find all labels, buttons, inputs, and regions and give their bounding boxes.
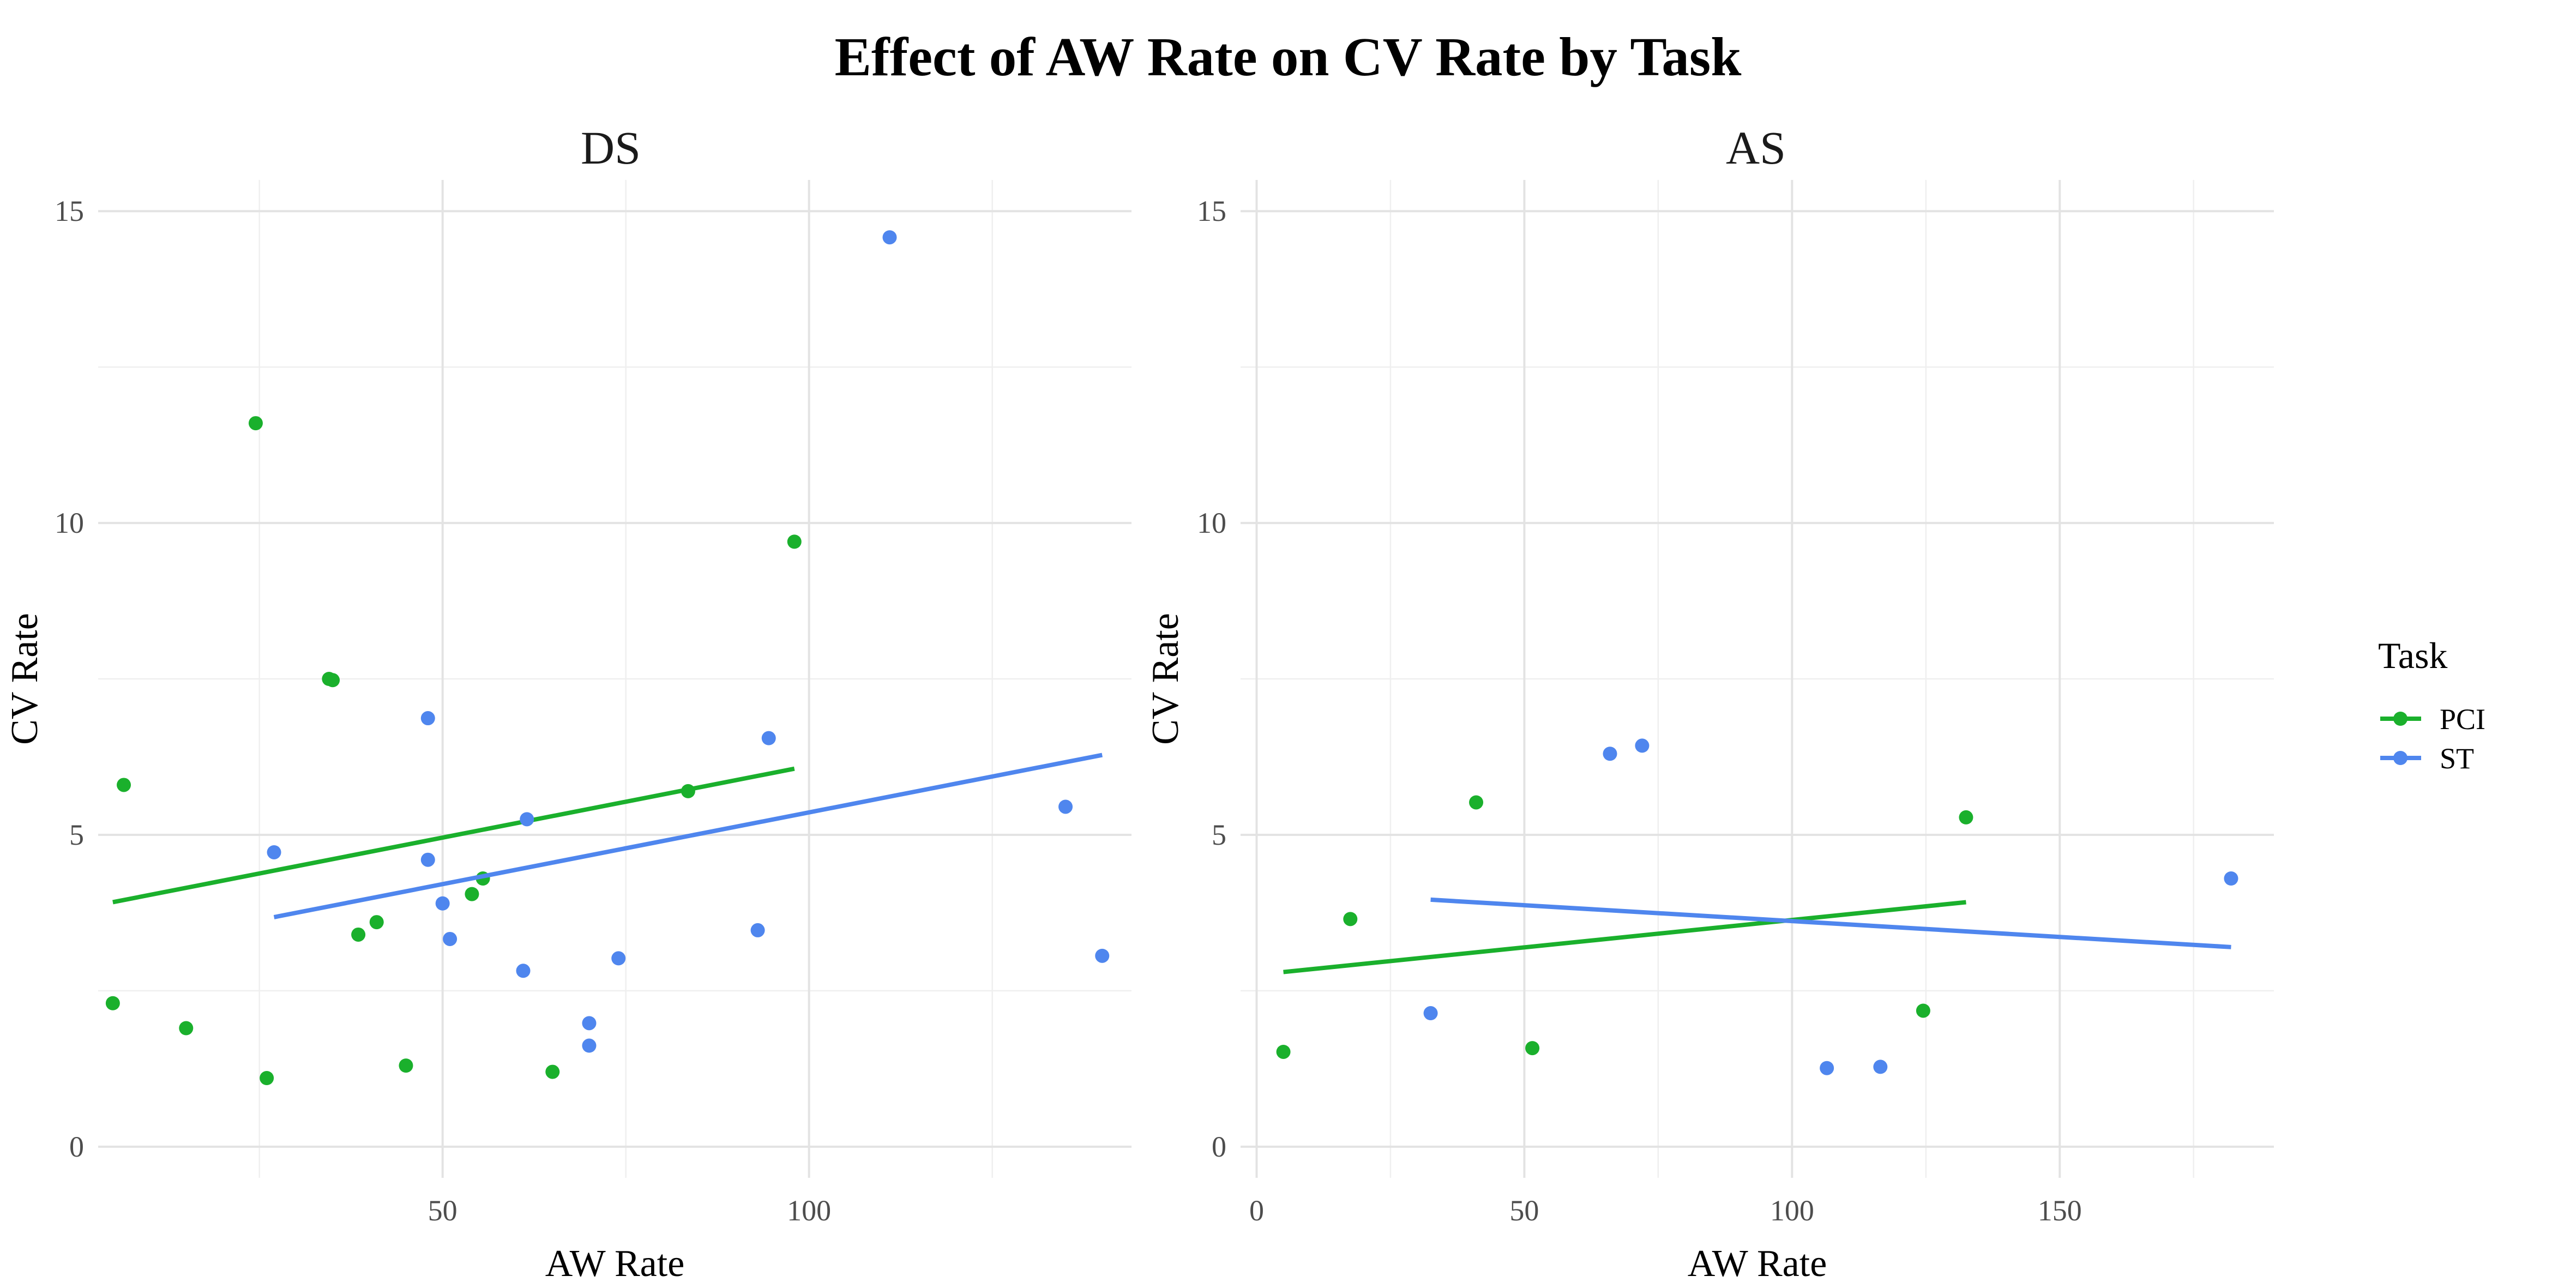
- panel-strip-label: DS: [581, 122, 641, 174]
- legend-label: PCI: [2440, 703, 2485, 736]
- data-point: [1423, 1006, 1438, 1021]
- x-tick-label: 50: [428, 1194, 458, 1227]
- data-point: [105, 996, 120, 1010]
- data-point: [369, 915, 384, 930]
- y-axis-title: CV Rate: [4, 613, 46, 745]
- data-point: [420, 711, 435, 726]
- chart-title: Effect of AW Rate on CV Rate by Task: [835, 26, 1742, 87]
- y-tick-label: 5: [69, 818, 84, 851]
- x-tick-label: 150: [2038, 1194, 2082, 1227]
- data-point: [545, 1064, 560, 1079]
- data-point: [435, 896, 450, 911]
- series-pci: [105, 416, 802, 1085]
- trend-line: [273, 753, 1103, 919]
- y-tick-label: 15: [1197, 195, 1226, 227]
- data-point: [1095, 948, 1110, 963]
- data-point: [351, 927, 366, 942]
- data-point: [1635, 738, 1650, 753]
- y-tick-label: 0: [1212, 1130, 1226, 1163]
- data-point: [1058, 799, 1073, 814]
- data-point: [2224, 871, 2238, 886]
- series-st: [1423, 738, 2238, 1075]
- data-point: [582, 1016, 597, 1031]
- series-pci: [1276, 795, 1973, 1059]
- y-tick-label: 15: [55, 195, 84, 227]
- panel-grid: [98, 180, 1131, 1178]
- data-point: [520, 812, 534, 827]
- y-tick-label: 5: [1212, 818, 1226, 851]
- trend-line: [1430, 897, 2231, 949]
- data-point: [1916, 1003, 1930, 1018]
- y-tick-label: 10: [55, 507, 84, 539]
- data-point: [882, 230, 897, 245]
- trend-line: [1283, 900, 1966, 974]
- data-point: [611, 951, 626, 966]
- series-st: [267, 230, 1110, 1053]
- data-point: [1959, 810, 1973, 824]
- x-tick-label: 50: [1509, 1194, 1539, 1227]
- data-point: [1469, 795, 1484, 810]
- data-point: [1603, 747, 1617, 761]
- x-axis-title: AW Rate: [545, 1243, 685, 1285]
- data-point: [787, 534, 802, 549]
- legend-entry-st: ST: [2380, 742, 2474, 775]
- legend-entries: PCI ST: [2380, 703, 2485, 775]
- data-point: [1343, 912, 1358, 926]
- data-point: [750, 923, 765, 937]
- y-tick-label: 10: [1197, 507, 1226, 539]
- legend-key-point: [2393, 751, 2408, 765]
- x-tick-label: 100: [1770, 1194, 1814, 1227]
- y-axis-title: CV Rate: [1145, 613, 1187, 745]
- data-point: [1820, 1061, 1834, 1075]
- data-point: [516, 964, 531, 978]
- data-point: [260, 1071, 274, 1085]
- data-point: [443, 931, 458, 946]
- panel-ds: 0 5 10 15 50 100 DS AW Rate CV Rate: [4, 122, 1131, 1285]
- legend: Task PCI ST: [2378, 635, 2485, 775]
- data-point: [1525, 1041, 1540, 1056]
- data-point: [582, 1038, 597, 1053]
- panel-strip-label: AS: [1726, 122, 1786, 174]
- data-point: [179, 1021, 194, 1036]
- data-point: [465, 887, 479, 901]
- data-point: [248, 416, 263, 431]
- x-axis-title: AW Rate: [1688, 1243, 1827, 1285]
- trend-line: [112, 766, 795, 905]
- legend-key-point: [2393, 712, 2408, 726]
- legend-entry-pci: PCI: [2380, 703, 2485, 736]
- data-point: [326, 673, 340, 688]
- y-tick-label: 0: [69, 1130, 84, 1163]
- data-point: [117, 778, 131, 792]
- legend-title: Task: [2378, 635, 2447, 676]
- data-point: [399, 1058, 413, 1073]
- data-point: [420, 852, 435, 867]
- data-point: [1873, 1060, 1888, 1074]
- data-point: [1276, 1044, 1291, 1059]
- panel-grid: [1241, 180, 2274, 1178]
- x-tick-label: 0: [1249, 1194, 1264, 1227]
- legend-label: ST: [2440, 742, 2474, 775]
- x-tick-label: 100: [787, 1194, 831, 1227]
- data-point: [267, 845, 281, 859]
- data-point: [761, 731, 776, 745]
